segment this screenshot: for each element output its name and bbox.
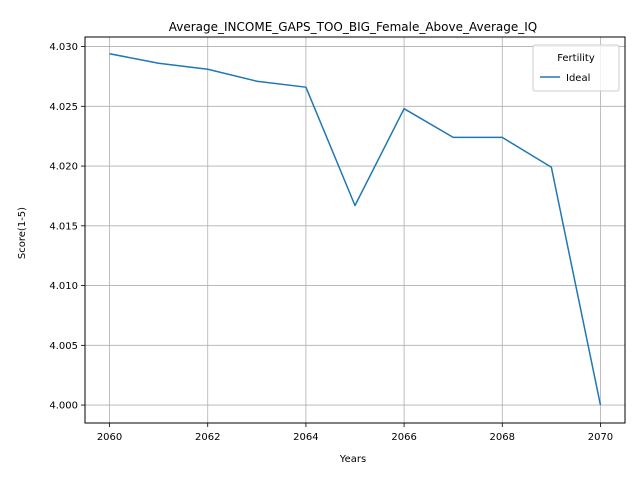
x-tick-label: 2068	[490, 432, 515, 443]
y-axis-ticks: 4.000 4.005 4.010 4.015 4.020 4.025 4.030	[49, 42, 85, 412]
legend-box	[532, 44, 620, 92]
legend: Fertility Ideal	[532, 44, 620, 92]
grid	[85, 37, 625, 423]
y-tick-label: 4.015	[49, 221, 78, 232]
x-axis-label: Years	[339, 454, 366, 465]
plot-area-frame	[84, 36, 626, 424]
x-axis-ticks: 2060 2062 2064 2066 2068 2070	[97, 423, 613, 443]
x-tick-label: 2070	[588, 432, 613, 443]
x-tick-label: 2060	[97, 432, 122, 443]
y-tick-label: 4.030	[49, 42, 78, 53]
legend-label-ideal: Ideal	[566, 73, 590, 84]
legend-title: Fertility	[557, 53, 595, 64]
y-tick-label: 4.025	[49, 102, 78, 113]
series-layer	[109, 52, 602, 406]
series-line-ideal	[109, 52, 602, 406]
y-axis-label: Score(1-5)	[17, 207, 28, 259]
y-tick-label: 4.010	[49, 281, 78, 292]
x-tick-label: 2062	[195, 432, 220, 443]
chart-title: Average_INCOME_GAPS_TOO_BIG_Female_Above…	[169, 20, 538, 34]
y-tick-label: 4.020	[49, 162, 78, 173]
x-tick-label: 2064	[293, 432, 318, 443]
y-tick-label: 4.000	[49, 401, 78, 412]
x-tick-label: 2066	[391, 432, 416, 443]
y-tick-label: 4.005	[49, 341, 78, 352]
